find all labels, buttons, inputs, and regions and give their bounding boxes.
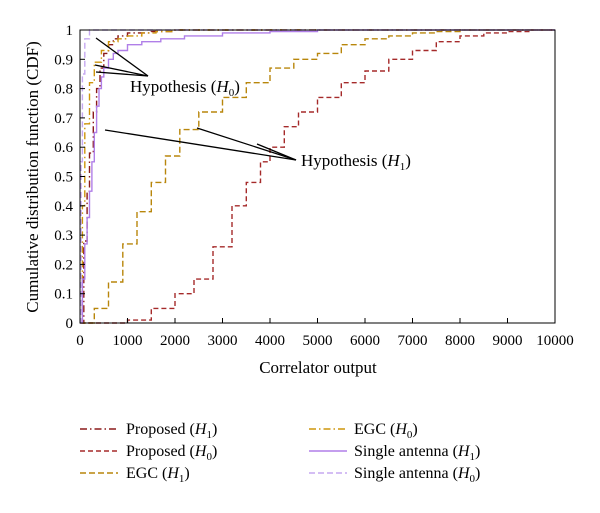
y-tick-label: 0.7 [54,111,73,127]
annotation-pointer-h0 [95,37,149,77]
y-axis-title-text: Cumulative distribution function (CDF) [23,41,42,313]
annotation-hypothesis-h0: Hypothesis (H0) [130,77,240,99]
annotation-pointer-h1 [256,143,297,161]
x-tick-label: 5000 [303,333,333,349]
x-tick-label: 9000 [493,333,523,349]
annotation-pointer-h0 [94,64,149,77]
x-axis-title: Correlator output [259,358,377,377]
series-line-4 [80,29,555,324]
legend-label-0: Proposed (H1) [126,421,217,441]
y-tick-label: 0.1 [54,287,73,303]
x-tick-label: 6000 [350,333,380,349]
y-tick-label: 0.8 [54,82,73,98]
x-tick-label: 10000 [536,333,574,349]
annotation-layer: Hypothesis (H0) Hypothesis (H1) [94,37,411,173]
x-tick-label: 2000 [160,333,190,349]
annotation-pointer-h0 [95,71,149,77]
legend-label-5: Single antenna (H0) [354,465,480,485]
y-tick-label: 0.2 [54,257,73,273]
x-tick-label: 1000 [113,333,143,349]
legend-label-3: EGC (H0) [354,421,418,441]
y-tick-label: 0.5 [54,170,73,186]
y-tick-label: 0.6 [54,140,73,156]
x-tick-label: 0 [76,333,84,349]
legend: Proposed (H1)Proposed (H0)EGC (H1) EGC (H… [80,421,480,485]
series-line-5 [80,29,555,324]
x-tick-label: 8000 [445,333,475,349]
series-line-2 [80,29,555,324]
legend-label-2: EGC (H1) [126,465,190,485]
y-tick-label: 0.4 [54,199,73,215]
annotation-pointer-h1 [196,127,297,161]
plot-frame [79,29,556,324]
legend-label-4: Single antenna (H1) [354,443,480,463]
y-tick-label: 0.9 [54,52,73,68]
series-line-0 [80,29,555,324]
y-tick-label: 1 [66,23,74,39]
y-tick-label: 0 [66,316,74,332]
series-line-3 [80,29,555,324]
series-layer [80,29,555,324]
legend-label-1: Proposed (H0) [126,443,217,463]
annotation-hypothesis-h1: Hypothesis (H1) [301,151,411,173]
x-tick-label: 4000 [255,333,285,349]
axes-layer: 0 1000 2000 3000 4000 5000 6000 7000 8000 9000 100… [54,23,574,349]
y-axis-title: Cumulative distribution function (CDF) [23,41,42,313]
annotation-pointer-h1 [104,129,297,161]
y-tick-label: 0.3 [54,228,73,244]
x-tick-label: 3000 [208,333,238,349]
x-tick-label: 7000 [398,333,428,349]
series-line-1 [80,29,555,324]
